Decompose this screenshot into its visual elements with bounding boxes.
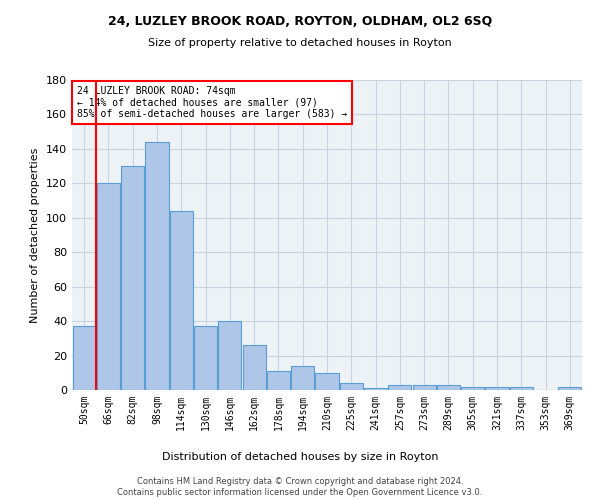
Bar bbox=[73, 326, 95, 390]
Bar bbox=[291, 366, 314, 390]
Bar bbox=[97, 184, 120, 390]
Bar bbox=[340, 383, 363, 390]
Bar bbox=[218, 321, 241, 390]
Text: 24, LUZLEY BROOK ROAD, ROYTON, OLDHAM, OL2 6SQ: 24, LUZLEY BROOK ROAD, ROYTON, OLDHAM, O… bbox=[108, 15, 492, 28]
Bar bbox=[461, 386, 484, 390]
Bar bbox=[267, 371, 290, 390]
Bar bbox=[242, 345, 266, 390]
Bar bbox=[170, 211, 193, 390]
Bar bbox=[510, 386, 533, 390]
Y-axis label: Number of detached properties: Number of detached properties bbox=[31, 148, 40, 322]
Bar bbox=[316, 373, 338, 390]
Bar bbox=[437, 385, 460, 390]
Bar bbox=[559, 386, 581, 390]
Bar bbox=[364, 388, 387, 390]
Bar bbox=[194, 326, 217, 390]
Text: 24 LUZLEY BROOK ROAD: 74sqm
← 14% of detached houses are smaller (97)
85% of sem: 24 LUZLEY BROOK ROAD: 74sqm ← 14% of det… bbox=[77, 86, 347, 120]
Text: Contains public sector information licensed under the Open Government Licence v3: Contains public sector information licen… bbox=[118, 488, 482, 497]
Bar bbox=[485, 386, 509, 390]
Bar bbox=[121, 166, 144, 390]
Bar bbox=[145, 142, 169, 390]
Bar bbox=[388, 385, 412, 390]
Text: Contains HM Land Registry data © Crown copyright and database right 2024.: Contains HM Land Registry data © Crown c… bbox=[137, 476, 463, 486]
Bar bbox=[413, 385, 436, 390]
Text: Distribution of detached houses by size in Royton: Distribution of detached houses by size … bbox=[162, 452, 438, 462]
Text: Size of property relative to detached houses in Royton: Size of property relative to detached ho… bbox=[148, 38, 452, 48]
